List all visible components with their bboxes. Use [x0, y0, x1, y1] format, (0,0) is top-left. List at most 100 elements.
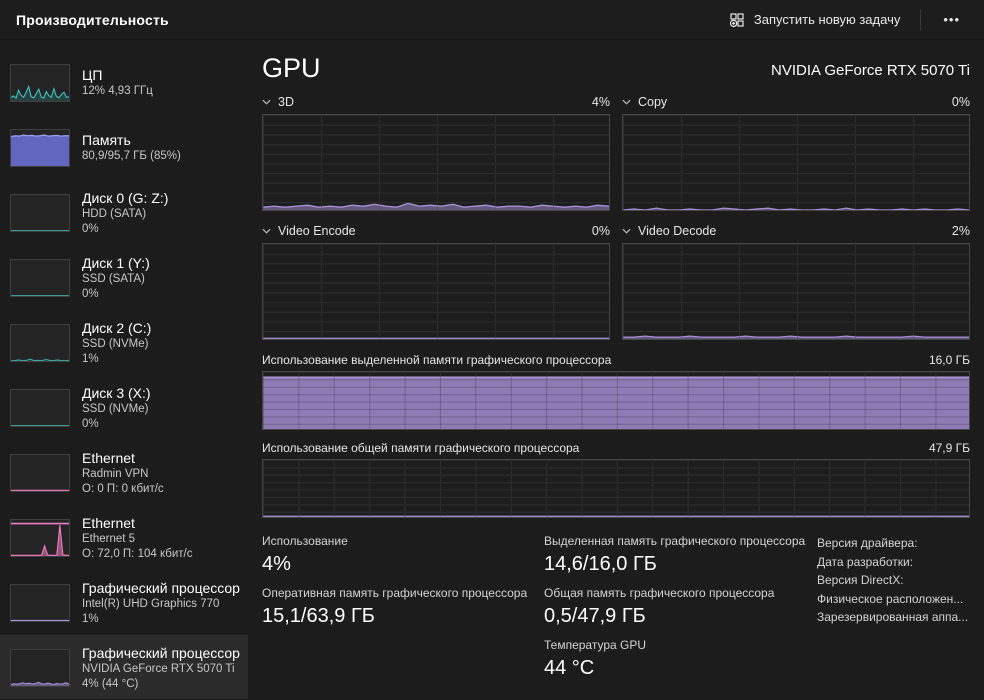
stats-column-3: Версия драйвера: Дата разработки: Версия…: [817, 534, 970, 690]
chart-copy-label: Copy: [638, 94, 668, 109]
chart-3d-header[interactable]: 3D 4%: [262, 92, 610, 111]
sidebar-item-detail: Radmin VPN: [82, 467, 149, 480]
meta-hw-reserved: Зарезервированная аппа...: [817, 610, 969, 624]
sidebar-item-title: Ethernet: [82, 514, 135, 531]
sidebar-item-title: Графический процессор: [82, 579, 240, 596]
titlebar: Производительность Запустить новую задач…: [0, 0, 984, 40]
dedicated-memory-section: Использование выделенной памяти графичес…: [262, 353, 970, 430]
dedicated-memory-label: Использование выделенной памяти графичес…: [262, 353, 612, 367]
stats-column-1: Использование 4% Оперативная память граф…: [262, 534, 544, 690]
gpu-detail-panel: GPU NVIDIA GeForce RTX 5070 Ti 3D 4%: [248, 40, 984, 699]
chevron-down-icon: [622, 228, 631, 234]
chart-3d-value: 4%: [591, 94, 610, 109]
disk0-mini-chart: [10, 193, 70, 232]
sidebar-item-detail: О: 0 П: 0 кбит/с: [82, 482, 164, 495]
stat-gpu-system-memory: Оперативная память графического процессо…: [262, 586, 528, 627]
sidebar-item-detail: 1%: [82, 352, 99, 365]
run-new-task-label: Запустить новую задачу: [753, 12, 901, 27]
meta-driver-date: Дата разработки:: [817, 554, 914, 569]
sidebar-item-detail: О: 72,0 П: 104 кбит/с: [82, 547, 193, 560]
new-task-icon: [729, 12, 745, 28]
gpu-stats: Использование 4% Оперативная память граф…: [262, 534, 970, 690]
sidebar-item-ethernet-5[interactable]: Ethernet Ethernet 5 О: 72,0 П: 104 кбит/…: [0, 505, 248, 570]
sidebar-item-title: Память: [82, 132, 131, 148]
ethernet2-mini-chart: [10, 518, 70, 557]
sidebar-item-title: Диск 3 (X:): [82, 384, 151, 401]
disk2-mini-chart: [10, 323, 70, 362]
more-options-button[interactable]: •••: [931, 6, 972, 33]
sidebar-item-detail: NVIDIA GeForce RTX 5070 Ti: [82, 662, 235, 675]
titlebar-actions: Запустить новую задачу •••: [719, 6, 972, 34]
sidebar-item-memory[interactable]: Память 80,9/95,7 ГБ (85%): [0, 115, 248, 180]
gpu-video-decode-chart: [622, 243, 970, 340]
chart-copy-value: 0%: [951, 94, 970, 109]
chart-encode-block: Video Encode 0%: [262, 221, 610, 340]
gpu-video-encode-chart: [262, 243, 610, 340]
sidebar-item-disk1[interactable]: Диск 1 (Y:) SSD (SATA) 0%: [0, 245, 248, 310]
shared-memory-chart: [262, 459, 970, 518]
run-new-task-button[interactable]: Запустить новую задачу: [719, 6, 910, 34]
main-layout: ЦП 12% 4,93 ГГц Память 80,9/95,7 ГБ (85%…: [0, 40, 984, 699]
sidebar-item-detail: SSD (NVMe): [82, 337, 149, 350]
chart-3d-block: 3D 4%: [262, 92, 610, 211]
dedicated-memory-max: 16,0 ГБ: [928, 353, 970, 367]
sidebar-item-disk2[interactable]: Диск 2 (C:) SSD (NVMe) 1%: [0, 310, 248, 375]
stat-shared-memory: Общая память графического процессора 0,5…: [544, 586, 775, 627]
gpu0-mini-chart: [10, 583, 70, 622]
sidebar-item-cpu[interactable]: ЦП 12% 4,93 ГГц: [0, 50, 248, 115]
sidebar-item-detail: 80,9/95,7 ГБ (85%): [82, 150, 181, 162]
chart-copy-header[interactable]: Copy 0%: [622, 92, 970, 111]
chart-copy-block: Copy 0%: [622, 92, 970, 211]
sidebar-item-title: Диск 1 (Y:): [82, 254, 150, 271]
sidebar-item-detail: 0%: [82, 417, 99, 430]
chevron-down-icon: [262, 99, 271, 105]
gpu1-mini-chart: [10, 648, 70, 687]
ethernet1-mini-chart: [10, 453, 70, 492]
sidebar-item-detail: 4% (44 °C): [82, 677, 139, 690]
chevron-down-icon: [262, 228, 271, 234]
titlebar-divider: [920, 9, 922, 30]
memory-mini-chart: [10, 128, 70, 167]
cpu-mini-chart: [10, 63, 70, 102]
chevron-down-icon: [622, 99, 631, 105]
meta-driver-version: Версия драйвера:: [817, 536, 918, 550]
stats-column-2: Выделенная память графического процессор…: [544, 534, 817, 690]
sidebar-item-ethernet-radmin[interactable]: Ethernet Radmin VPN О: 0 П: 0 кбит/с: [0, 440, 248, 505]
sidebar-item-detail: Ethernet 5: [82, 532, 136, 545]
chart-encode-label: Video Encode: [278, 223, 356, 238]
sidebar-item-gpu-intel[interactable]: Графический процессор Intel(R) UHD Graph…: [0, 570, 248, 635]
sidebar-item-disk0[interactable]: Диск 0 (G: Z:) HDD (SATA) 0%: [0, 180, 248, 245]
gpu-engine-charts: 3D 4% Copy 0%: [262, 92, 970, 340]
gpu-title: GPU: [262, 53, 321, 83]
shared-memory-section: Использование общей памяти графического …: [262, 441, 970, 518]
sidebar-item-title: Графический процессор: [82, 644, 240, 661]
sidebar-item-detail: SSD (NVMe): [82, 402, 149, 415]
meta-physical-location: Физическое расположен...: [817, 591, 964, 606]
sidebar-item-detail: Intel(R) UHD Graphics 770: [82, 597, 220, 610]
chart-encode-header[interactable]: Video Encode 0%: [262, 221, 610, 240]
shared-memory-max: 47,9 ГБ: [928, 441, 970, 455]
sidebar-item-detail: SSD (SATA): [82, 272, 145, 285]
sidebar-item-title: ЦП: [82, 67, 103, 83]
chart-decode-value: 2%: [951, 223, 970, 238]
sidebar-item-disk3[interactable]: Диск 3 (X:) SSD (NVMe) 0%: [0, 375, 248, 440]
sidebar-item-detail: 0%: [82, 287, 99, 300]
chart-3d-label: 3D: [278, 94, 294, 109]
sidebar-item-title: Диск 0 (G: Z:): [82, 189, 169, 206]
shared-memory-label: Использование общей памяти графического …: [262, 441, 580, 455]
dedicated-memory-chart: [262, 371, 970, 430]
chart-encode-value: 0%: [591, 223, 610, 238]
gpu-device-name: NVIDIA GeForce RTX 5070 Ti: [771, 62, 970, 79]
performance-sidebar: ЦП 12% 4,93 ГГц Память 80,9/95,7 ГБ (85%…: [0, 40, 248, 699]
stat-dedicated-memory: Выделенная память графического процессор…: [544, 534, 806, 575]
chart-decode-header[interactable]: Video Decode 2%: [622, 221, 970, 240]
stat-gpu-temperature: Температура GPU 44 °C: [544, 638, 647, 679]
sidebar-item-detail: HDD (SATA): [82, 207, 147, 220]
meta-directx-version: Версия DirectX:: [817, 573, 904, 587]
disk1-mini-chart: [10, 258, 70, 297]
sidebar-item-detail: 0%: [82, 222, 99, 235]
sidebar-item-gpu-nvidia[interactable]: Графический процессор NVIDIA GeForce RTX…: [0, 635, 248, 699]
disk3-mini-chart: [10, 388, 70, 427]
chart-decode-label: Video Decode: [638, 223, 717, 238]
